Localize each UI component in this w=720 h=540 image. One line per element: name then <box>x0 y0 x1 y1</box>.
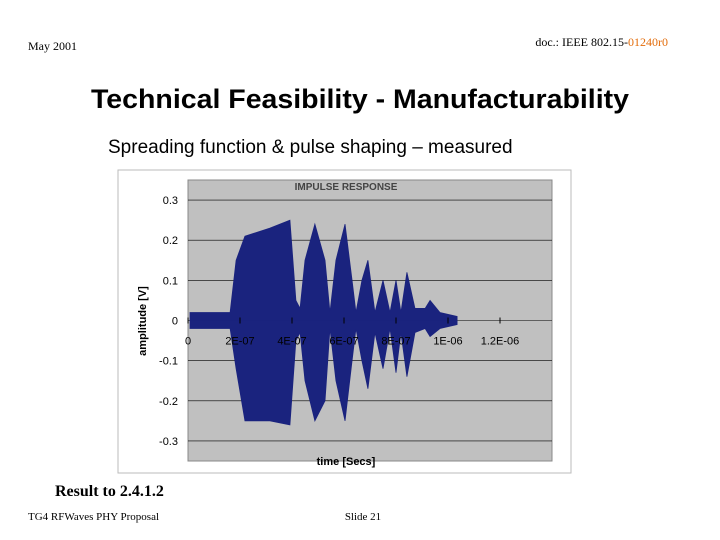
footer-left: TG4 RFWaves PHY Proposal <box>28 511 159 523</box>
doc-prefix: doc.: IEEE 802.15- <box>535 35 628 49</box>
slide-subtitle: Spreading function & pulse shaping – mea… <box>108 137 513 158</box>
x-tick-label: 4E-07 <box>277 336 306 348</box>
y-tick-label: 0.3 <box>163 195 178 207</box>
x-axis-label: time [Secs] <box>317 456 376 468</box>
waveform-area <box>189 320 458 426</box>
doc-number: 01240r0 <box>628 35 668 49</box>
x-tick-label: 1E-06 <box>433 336 462 348</box>
y-tick-label: -0.2 <box>159 396 178 408</box>
y-tick-label: 0 <box>172 316 178 328</box>
chart: -0.3 -0.2 -0.1 0 0.1 0.2 0.3 0 2E-07 4E-07 6E-07 8E… <box>159 195 552 448</box>
y-tick-label: 0.2 <box>163 235 178 247</box>
x-tick-label: 2E-07 <box>225 336 254 348</box>
y-tick-label: -0.3 <box>159 436 178 448</box>
y-tick-label: 0.1 <box>163 275 178 287</box>
y-axis-label: amplitude [V] <box>137 286 149 356</box>
x-tick-label: 0 <box>185 336 191 348</box>
chart-title: IMPULSE RESPONSE <box>295 182 398 193</box>
doc-id: doc.: IEEE 802.15-01240r0 <box>535 35 668 49</box>
x-tick-label: 1.2E-06 <box>481 336 520 348</box>
caption: Result to 2.4.1.2 <box>55 483 164 500</box>
slide-title: Technical Feasibility - Manufacturabilit… <box>91 84 629 114</box>
y-tick-label: -0.1 <box>159 356 178 368</box>
x-tick-label: 8E-07 <box>381 336 410 348</box>
x-tick-label: 6E-07 <box>329 336 358 348</box>
footer-center: Slide 21 <box>345 511 381 523</box>
waveform-area <box>189 219 458 321</box>
date: May 2001 <box>28 39 77 53</box>
